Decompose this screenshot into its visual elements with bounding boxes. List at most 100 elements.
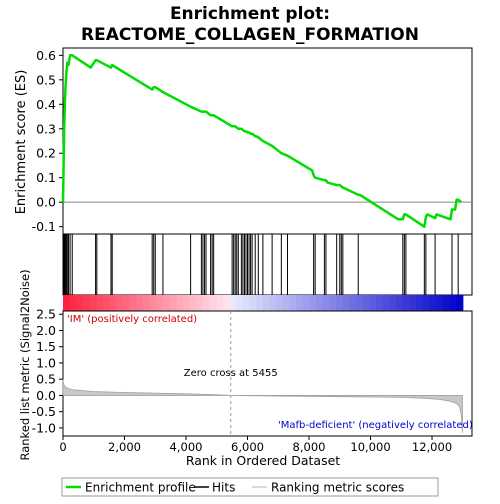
es-panel: -0.1 0.0 0.1 0.2 0.3 0.4 0.5 0.6 (32, 47, 473, 235)
color-bar-segment (289, 295, 297, 311)
color-bar-segment (356, 295, 364, 311)
es-plot-frame (62, 47, 473, 235)
metric-ytick-label: 1.0 (36, 355, 56, 370)
color-bar-segment (176, 295, 184, 311)
x-axis-label: Rank in Ordered Dataset (186, 453, 340, 468)
x-tick-label: 8,000 (293, 440, 326, 454)
ranking-metric-area (62, 379, 463, 433)
ranked-metric-panel: -1.0-0.50.00.5 1.01.52.02.5 Zero cross at … (32, 307, 473, 454)
hits-panel (62, 233, 473, 296)
metric-ytick-label: 0.5 (36, 372, 56, 387)
color-bar-segment (276, 295, 284, 311)
color-bar-segment (349, 295, 357, 311)
color-bar-segment (242, 295, 251, 311)
negative-correlation-label: 'Mafb-deficient' (negatively correlated) (278, 420, 473, 431)
color-bar-segment (129, 295, 137, 311)
color-bar-segment (422, 295, 431, 311)
color-bar-segment (456, 295, 464, 311)
es-ytick-label: 0.3 (36, 121, 56, 136)
color-bar-segment (329, 295, 337, 311)
es-ytick-label: -0.1 (32, 219, 56, 234)
x-tick-label: 4,000 (170, 440, 203, 454)
legend: Enrichment profile Hits Ranking metric s… (61, 477, 439, 497)
metric-ytick-label: 1.5 (36, 339, 56, 354)
color-bar-segment (322, 295, 331, 311)
zero-cross-label: Zero cross at 5455 (184, 368, 278, 379)
x-tick-label: 6,000 (231, 440, 264, 454)
legend-label-ranking: Ranking metric scores (271, 481, 404, 495)
chart-subtitle: REACTOME_COLLAGEN_FORMATION (81, 25, 419, 45)
color-bar-segment (169, 295, 177, 311)
color-bar-segment (342, 295, 351, 311)
color-bar-segment (336, 295, 344, 311)
color-bar-segment (369, 295, 377, 311)
metric-ytick-label: -0.5 (32, 404, 56, 419)
color-bar-segment (436, 295, 444, 311)
x-tick-label: 2,000 (108, 440, 141, 454)
color-bar-segment (149, 295, 157, 311)
color-bar-segment (236, 295, 244, 311)
es-ytick-label: 0.1 (36, 170, 56, 185)
x-tick-label: 10,000 (350, 440, 390, 454)
color-bar-segment (209, 295, 217, 311)
legend-label-hits: Hits (212, 481, 235, 495)
color-bar-segment (256, 295, 264, 311)
color-bar-segment (189, 295, 197, 311)
es-ytick-label: 0.0 (36, 195, 56, 210)
color-bar-segment (302, 295, 311, 311)
chart-title: Enrichment plot: (170, 4, 330, 24)
color-bar-segment (416, 295, 424, 311)
es-ytick-label: 0.4 (36, 97, 56, 112)
color-bar-segment (229, 295, 237, 311)
color-bar-segment (262, 295, 271, 311)
metric-ytick-label: -1.0 (32, 420, 56, 435)
color-bar-segment (309, 295, 317, 311)
color-bar-segment (269, 295, 277, 311)
es-ytick-label: 0.5 (36, 72, 56, 87)
metric-plot-frame (62, 310, 473, 437)
metric-ylabel: Ranked list metric (Signal2Noise) (18, 269, 32, 460)
x-tick-label: 0 (59, 440, 66, 454)
enrichment-profile-line (61, 54, 463, 228)
color-bar-segment (402, 295, 411, 311)
color-bar-segment (102, 295, 111, 311)
color-bar-segment (76, 295, 84, 311)
x-tick-label: 12,000 (412, 440, 452, 454)
hits-frame (62, 233, 473, 296)
legend-box (61, 477, 439, 497)
color-bar-segment (182, 295, 191, 311)
color-bar-segment (249, 295, 257, 311)
color-bar-segment (216, 295, 224, 311)
color-bar-segment (449, 295, 457, 311)
color-bar-segment (362, 295, 371, 311)
color-bar-segment (142, 295, 151, 311)
metric-ytick-label: 2.0 (36, 323, 56, 338)
metric-ytick-label: 2.5 (36, 307, 56, 322)
color-bar-segment (156, 295, 164, 311)
positive-correlation-label: 'IM' (positively correlated) (67, 314, 197, 325)
color-bar-segment (382, 295, 391, 311)
color-bar-segment (136, 295, 144, 311)
color-bar-segment (63, 295, 71, 311)
color-bar-segment (69, 295, 77, 311)
color-bar-segment (122, 295, 131, 311)
color-bar-segment (282, 295, 291, 311)
color-bar-segment (89, 295, 97, 311)
metric-ytick-label: 0.0 (36, 388, 56, 403)
color-bar-segment (389, 295, 397, 311)
color-bar-segment (82, 295, 91, 311)
color-bar-segment (409, 295, 417, 311)
color-bar-segment (396, 295, 404, 311)
color-bar-segment (429, 295, 437, 311)
color-bar-segment (116, 295, 124, 311)
es-ylabel: Enrichment score (ES) (14, 70, 29, 215)
legend-label-enrichment: Enrichment profile (85, 481, 196, 495)
es-ytick-label: 0.6 (36, 48, 56, 63)
color-bar-segment (202, 295, 211, 311)
color-bar-segment (96, 295, 104, 311)
es-ytick-label: 0.2 (36, 146, 56, 161)
color-bar-segment (376, 295, 384, 311)
color-bar-segment (296, 295, 304, 311)
ranking-color-bar (63, 295, 464, 311)
